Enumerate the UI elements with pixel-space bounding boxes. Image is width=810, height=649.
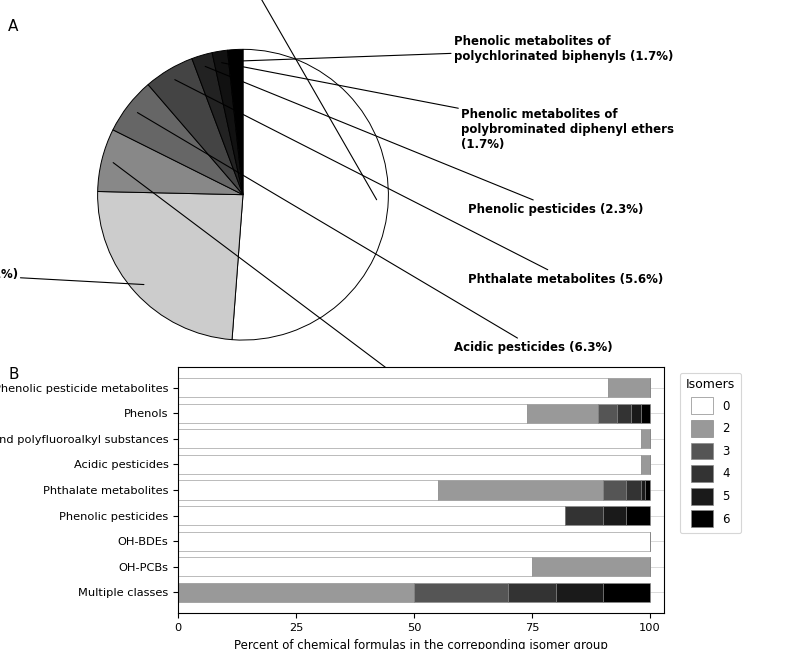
Bar (603, 583, 650, 602)
Bar (626, 480, 641, 500)
Text: Phenolic pesticides (2.3%): Phenolic pesticides (2.3%) (205, 66, 644, 215)
Bar (178, 557, 532, 576)
Bar (631, 404, 641, 422)
Bar (641, 429, 650, 448)
Text: Per- & polyfluoroalkyl substances (7.0%): Per- & polyfluoroalkyl substances (7.0%) (113, 163, 594, 429)
Wedge shape (228, 49, 243, 195)
Bar (646, 480, 650, 500)
Bar (178, 583, 414, 602)
Bar (532, 557, 650, 576)
Bar (565, 506, 603, 525)
Bar (178, 506, 565, 525)
Bar (556, 583, 603, 602)
Text: Acidic pesticides (6.3%): Acidic pesticides (6.3%) (138, 112, 612, 354)
Text: Phthalate metabolites (5.6%): Phthalate metabolites (5.6%) (175, 80, 663, 286)
Bar (626, 506, 650, 525)
Bar (414, 583, 509, 602)
Text: A: A (8, 19, 19, 34)
Bar (178, 404, 527, 422)
Bar (178, 532, 650, 551)
Bar (603, 480, 626, 500)
Text: Phenols (24.1%): Phenols (24.1%) (0, 268, 144, 284)
Bar (598, 404, 617, 422)
Bar (178, 429, 641, 448)
Text: Predicted pesticide metabolites (51.1%): Predicted pesticide metabolites (51.1%) (109, 0, 377, 200)
Bar (641, 404, 650, 422)
Wedge shape (232, 49, 388, 340)
Bar (527, 404, 598, 422)
Text: B: B (8, 367, 19, 382)
Bar (178, 378, 608, 397)
Bar (603, 506, 626, 525)
Bar (641, 455, 650, 474)
Bar (437, 480, 603, 500)
Text: Phenolic metabolites of
polychlorinated biphenyls (1.7%): Phenolic metabolites of polychlorinated … (236, 35, 673, 64)
X-axis label: Percent of chemical formulas in the correponding isomer group: Percent of chemical formulas in the corr… (234, 639, 608, 649)
Wedge shape (148, 58, 243, 195)
Bar (178, 455, 641, 474)
Bar (641, 480, 646, 500)
Text: Phenolic metabolites of
polybrominated diphenyl ethers
(1.7%): Phenolic metabolites of polybrominated d… (222, 63, 674, 151)
Bar (617, 404, 631, 422)
Wedge shape (98, 130, 243, 195)
Wedge shape (212, 50, 243, 195)
Wedge shape (98, 191, 243, 339)
Bar (509, 583, 556, 602)
Bar (608, 378, 650, 397)
Wedge shape (192, 53, 243, 195)
Bar (178, 480, 437, 500)
Legend: 0, 2, 3, 4, 5, 6: 0, 2, 3, 4, 5, 6 (680, 373, 741, 533)
Wedge shape (113, 84, 243, 195)
